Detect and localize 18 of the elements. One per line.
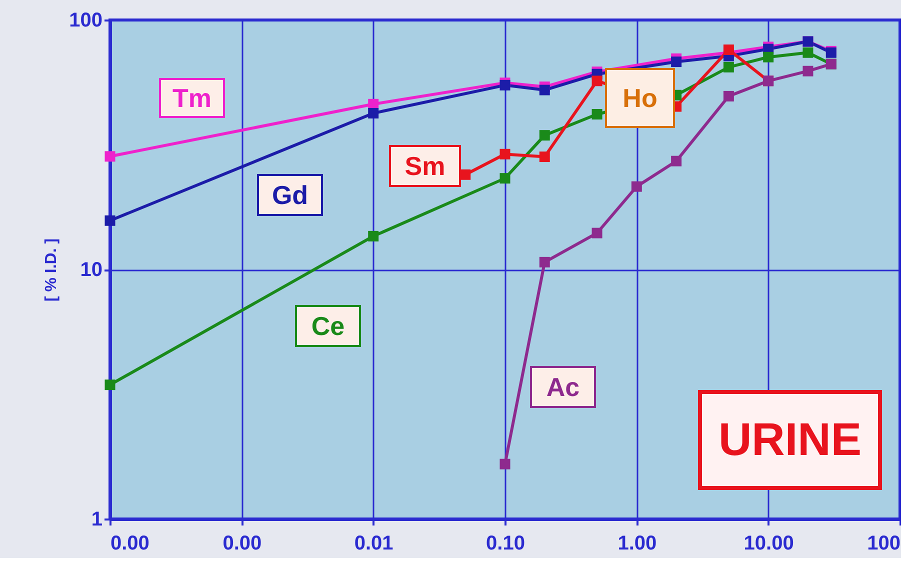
y-tick-label: 1 <box>91 508 102 530</box>
x-tick-label: 1.00 <box>618 532 657 554</box>
x-tick-label: 100 <box>867 532 900 554</box>
y-tick-label: 100 <box>69 10 102 32</box>
annotation: Ho <box>622 83 658 113</box>
series-label: Sm <box>404 151 446 181</box>
y-tick-label: 10 <box>80 259 102 281</box>
annotation: URINE <box>718 413 862 465</box>
x-tick-label: 10.00 <box>744 532 794 554</box>
x-tick-label: 0.10 <box>486 532 525 554</box>
series-label: Ce <box>311 311 345 341</box>
x-tick-label: 0.01 <box>354 532 394 554</box>
series-label: Ac <box>546 372 580 402</box>
x-tick-label: 0.00 <box>222 532 262 554</box>
series-label: Tm <box>172 83 212 113</box>
x-tick-label: 0.00 <box>110 532 150 554</box>
y-axis-title: [ % I.D. ] <box>43 238 60 302</box>
series-label: Gd <box>272 180 308 210</box>
